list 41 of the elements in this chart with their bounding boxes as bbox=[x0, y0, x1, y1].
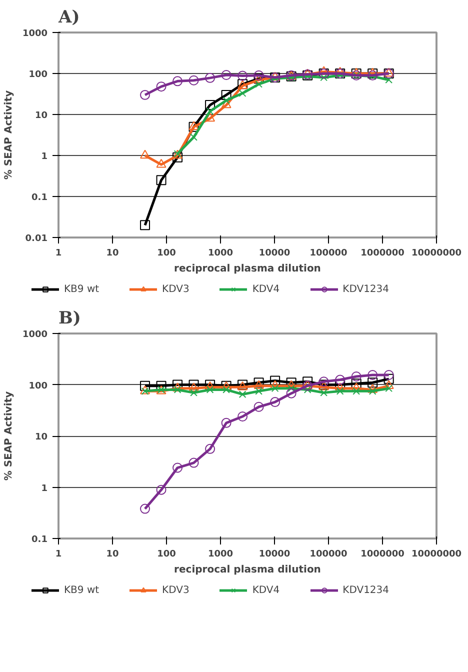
legend-label: KDV3 bbox=[162, 283, 190, 295]
x-tick-label: 1000000 bbox=[360, 248, 404, 258]
x-tick-label: 1000000 bbox=[360, 550, 404, 560]
legend-label: KDV1234 bbox=[342, 584, 390, 596]
y-tick-label: 10 bbox=[34, 432, 48, 442]
x-tick-label: 100 bbox=[157, 550, 176, 560]
y-tick-label: 10 bbox=[34, 111, 48, 121]
y-tick-label: 0.1 bbox=[32, 535, 48, 545]
y-tick-label: 0.1 bbox=[32, 193, 48, 203]
y-tick-label: 1 bbox=[41, 484, 48, 494]
x-tick-label: 10000 bbox=[258, 550, 290, 560]
chart-title: A) bbox=[58, 8, 80, 28]
legend-label: KB9 wt bbox=[64, 584, 100, 596]
x-tick-label: 1000 bbox=[208, 248, 234, 258]
y-tick-label: 1000 bbox=[22, 29, 48, 39]
chart-title: B) bbox=[58, 308, 81, 328]
x-axis-title: reciprocal plasma dilution bbox=[174, 564, 321, 576]
y-tick-label: 0.01 bbox=[25, 234, 48, 244]
y-tick-label: 100 bbox=[28, 381, 48, 392]
x-axis-title: reciprocal plasma dilution bbox=[174, 264, 321, 274]
legend-label: KDV3 bbox=[162, 584, 190, 596]
x-tick-label: 1 bbox=[55, 550, 62, 560]
x-tick-label: 10000 bbox=[258, 248, 290, 258]
x-tick-label: 10 bbox=[106, 550, 119, 560]
y-axis-title: % SEAP Activity bbox=[3, 390, 14, 481]
x-tick-label: 1 bbox=[55, 248, 62, 258]
y-tick-label: 1 bbox=[41, 152, 48, 162]
y-tick-label: 1000 bbox=[22, 330, 48, 340]
x-tick-label: 100000 bbox=[310, 550, 348, 560]
x-tick-label: 10000000 bbox=[411, 550, 462, 560]
legend-label: KDV4 bbox=[252, 584, 280, 596]
y-tick-label: 100 bbox=[28, 70, 48, 80]
y-axis-title: % SEAP Activity bbox=[3, 90, 14, 180]
x-tick-label: 1000 bbox=[208, 550, 234, 560]
legend-label: KDV1234 bbox=[342, 283, 390, 295]
legend-label: KB9 wt bbox=[64, 283, 100, 295]
x-tick-label: 100000 bbox=[310, 248, 348, 258]
legend-label: KDV4 bbox=[252, 283, 280, 295]
x-tick-label: 10 bbox=[106, 248, 119, 258]
x-tick-label: 10000000 bbox=[411, 248, 462, 258]
x-tick-label: 100 bbox=[157, 248, 176, 258]
